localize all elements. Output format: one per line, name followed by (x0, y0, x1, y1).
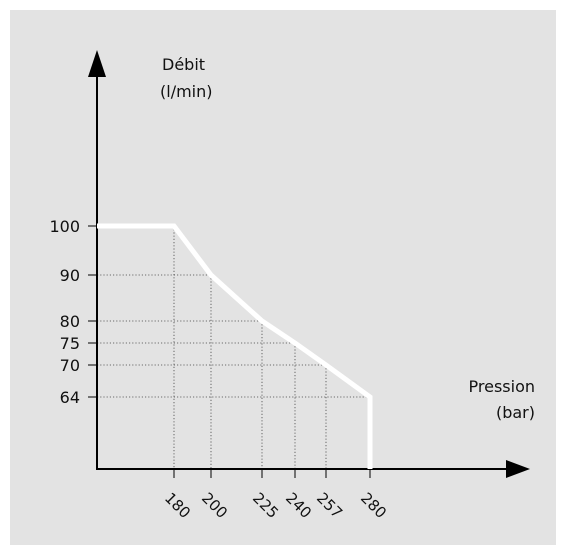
y-tick-label: 70 (60, 356, 80, 375)
y-tick-label: 75 (60, 334, 80, 353)
flow-pressure-curve (97, 223, 373, 469)
x-tick-label: 240 (282, 489, 315, 522)
x-tick-label: 180 (161, 489, 194, 522)
dotted-guides (97, 225, 371, 469)
x-axis-arrow-icon (506, 460, 530, 478)
x-axis-title-line2: (bar) (496, 403, 535, 422)
x-axis-title-line1: Pression (469, 377, 535, 396)
y-axis-title-line1: Débit (162, 55, 205, 74)
y-tick-label: 64 (60, 388, 80, 407)
chart-background (10, 10, 556, 545)
y-tick-label: 80 (60, 312, 80, 331)
x-tick-label: 257 (313, 489, 346, 522)
y-ticks: 64 70 75 80 90 100 (49, 217, 97, 407)
y-tick-label: 90 (60, 266, 80, 285)
y-axis-title-line2: (l/min) (160, 82, 213, 101)
y-axis-arrow-icon (88, 50, 106, 77)
axes (88, 50, 530, 478)
x-tick-label: 280 (357, 489, 390, 522)
x-tick-label: 225 (249, 489, 282, 522)
y-tick-label: 100 (49, 217, 80, 236)
x-tick-label: 200 (198, 489, 231, 522)
